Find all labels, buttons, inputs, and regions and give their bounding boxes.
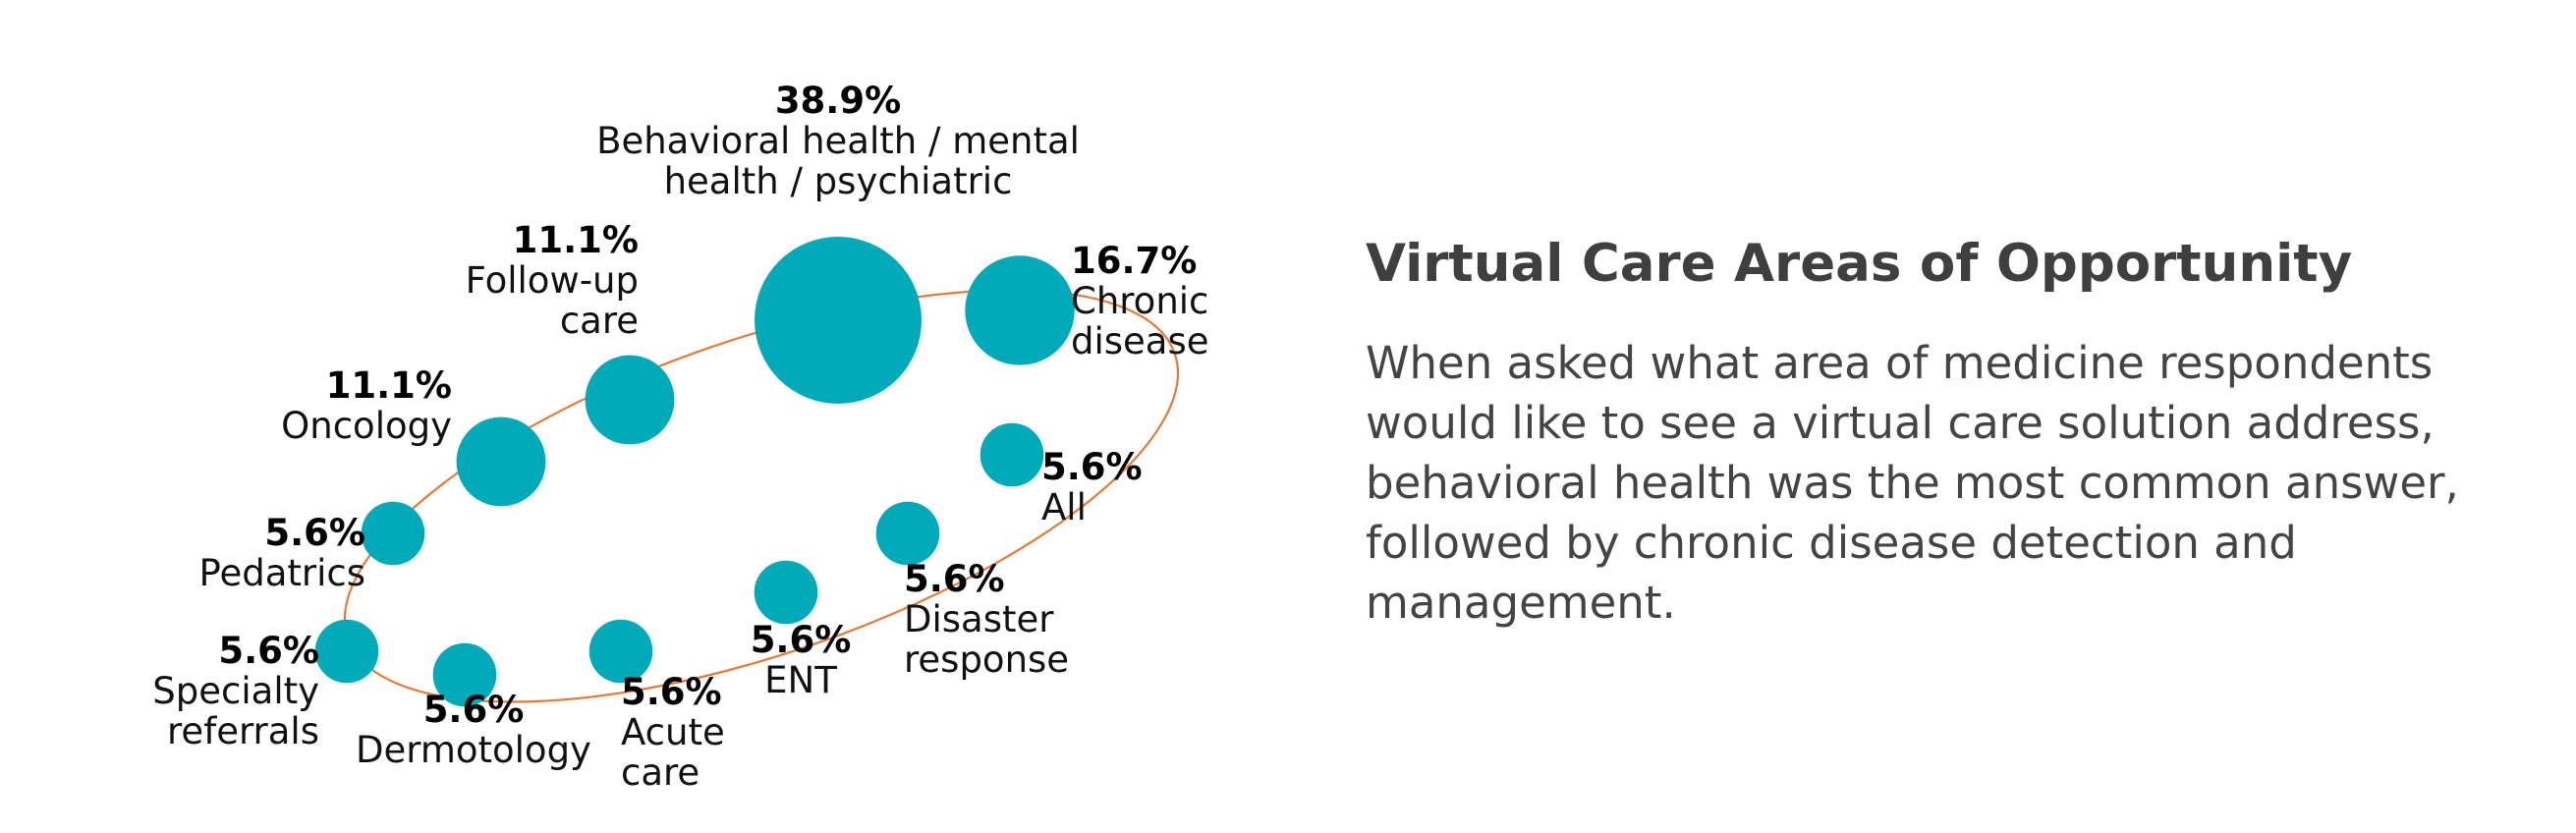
category-label-acute-care: Acute care — [621, 711, 725, 794]
category-label-line: care — [621, 751, 700, 794]
value-label-dermotology: 5.6% — [423, 689, 525, 731]
text-panel: Virtual Care Areas of Opportunity When a… — [1366, 234, 2505, 633]
category-label-line: Disaster — [904, 598, 1054, 640]
bubble-specialty-referrals — [314, 619, 379, 684]
bubble-chronic-disease — [965, 255, 1075, 365]
category-label-line: Dermotology — [356, 729, 591, 771]
category-label-line: Follow-up — [466, 259, 639, 302]
value-label-disaster-response: 5.6% — [904, 558, 1005, 600]
bubble-all — [980, 422, 1044, 487]
value-label-ent: 5.6% — [751, 619, 852, 661]
category-label-ent: ENT — [764, 659, 837, 701]
value-label-pedatrics: 5.6% — [264, 512, 365, 554]
category-label-line: Acute — [621, 711, 725, 753]
category-label-oncology: Oncology — [281, 405, 452, 447]
category-label-follow-up-care: Follow-up care — [466, 259, 639, 342]
category-label-chronic-disease: Chronic disease — [1071, 280, 1209, 362]
category-label-dermotology: Dermotology — [356, 729, 591, 771]
category-label-behavioral-health-mental-health-psychiatric: Behavioral health / mental health / psych… — [596, 120, 1080, 202]
value-label-behavioral-health-mental-health-psychiatric: 38.9% — [775, 80, 901, 122]
bubble-oncology — [456, 416, 546, 507]
category-label-line: care — [560, 300, 639, 342]
value-label-acute-care: 5.6% — [621, 671, 722, 713]
category-label-line: ENT — [764, 659, 837, 701]
value-label-chronic-disease: 16.7% — [1071, 240, 1197, 282]
panel-title: Virtual Care Areas of Opportunity — [1366, 234, 2353, 294]
category-label-line: disease — [1071, 320, 1209, 362]
category-label-line: All — [1041, 486, 1087, 528]
bubble-dermotology — [432, 642, 497, 707]
category-label-line: Chronic — [1071, 280, 1208, 322]
category-label-line: referrals — [167, 710, 319, 752]
bubble-acute-care — [588, 619, 653, 684]
bubble-pedatrics — [361, 501, 425, 566]
value-label-follow-up-care: 11.1% — [513, 219, 639, 261]
category-label-line: Behavioral health / mental — [596, 120, 1080, 162]
category-label-all: All — [1041, 486, 1087, 528]
value-label-oncology: 11.1% — [326, 364, 452, 407]
panel-body: When asked what area of medicine respond… — [1366, 337, 2459, 629]
category-label-line: Specialty — [152, 670, 319, 712]
category-label-line: Pedatrics — [198, 552, 365, 594]
category-label-specialty-referrals: Specialty referrals — [152, 670, 319, 752]
bubble-disaster-response — [875, 501, 940, 566]
bubble-follow-up-care — [585, 355, 675, 445]
bubble-behavioral-health-mental-health-psychiatric — [755, 237, 922, 404]
category-label-pedatrics: Pedatrics — [198, 552, 365, 594]
value-label-all: 5.6% — [1041, 446, 1143, 488]
category-label-line: response — [904, 639, 1069, 681]
category-label-line: Oncology — [281, 405, 452, 447]
value-label-specialty-referrals: 5.6% — [218, 630, 319, 672]
bubble-ent — [754, 560, 818, 625]
bubble-chart: 38.9%Behavioral health / mental health / … — [152, 80, 1209, 794]
category-label-line: health / psychiatric — [664, 160, 1013, 202]
category-label-disaster-response: Disaster response — [904, 598, 1069, 681]
